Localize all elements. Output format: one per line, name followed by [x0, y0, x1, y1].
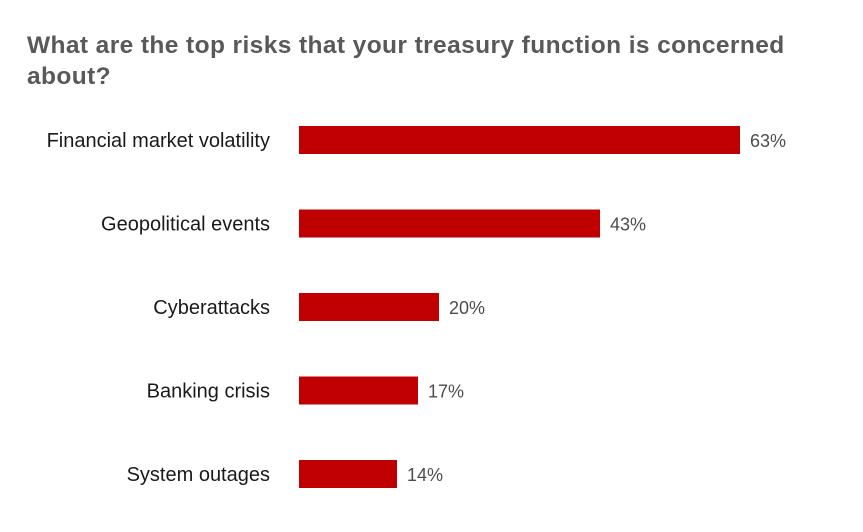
category-label-geopolitical-events: Geopolitical events [101, 214, 270, 236]
chart-title: What are the top risks that your treasur… [27, 32, 785, 90]
value-label-financial-market-volatility: 63% [750, 131, 786, 151]
value-label-system-outages: 14% [407, 465, 443, 485]
value-label-banking-crisis: 17% [428, 382, 464, 402]
bar-banking-crisis [299, 376, 418, 405]
category-label-system-outages: System outages [127, 464, 270, 486]
bar-financial-market-volatility [299, 126, 740, 154]
category-label-cyberattacks: Cyberattacks [153, 297, 270, 319]
category-label-financial-market-volatility: Financial market volatility [47, 130, 270, 152]
bar-cyberattacks [299, 293, 439, 321]
bar-system-outages [299, 460, 397, 488]
category-label-banking-crisis: Banking crisis [147, 381, 270, 403]
value-label-geopolitical-events: 43% [610, 215, 646, 235]
bar-geopolitical-events [299, 209, 600, 238]
value-label-cyberattacks: 20% [449, 298, 485, 318]
